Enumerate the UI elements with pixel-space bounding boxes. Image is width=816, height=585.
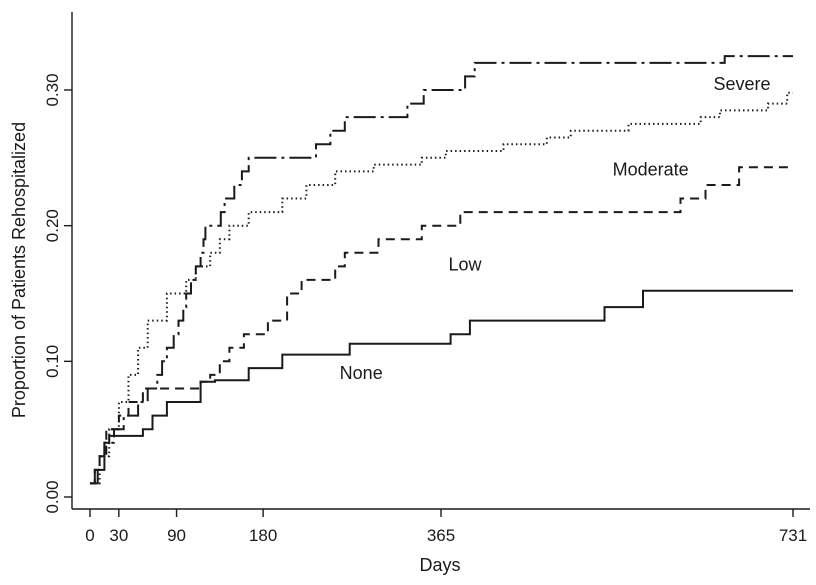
y-tick-label: 0.20 — [43, 209, 62, 242]
y-tick-label: 0.00 — [43, 480, 62, 513]
series-label-severe: Severe — [714, 74, 771, 94]
y-tick-label: 0.30 — [43, 73, 62, 106]
x-ticks: 0 30 90 180 365 731 — [85, 509, 807, 545]
series-labels: Severe Moderate Low None — [340, 74, 771, 383]
y-axis-title: Proportion of Patients Rehospitalized — [9, 122, 29, 418]
x-tick-label: 90 — [167, 526, 186, 545]
series-label-none: None — [340, 363, 383, 383]
series-label-moderate: Moderate — [613, 159, 689, 179]
series-line-low — [90, 166, 793, 485]
x-tick-label: 180 — [249, 526, 277, 545]
y-ticks: 0.00 0.10 0.20 0.30 — [43, 73, 72, 514]
x-axis-title: Days — [419, 555, 460, 575]
series-label-low: Low — [449, 254, 483, 274]
y-tick-label: 0.10 — [43, 345, 62, 378]
x-tick-label: 365 — [427, 526, 455, 545]
axes — [71, 12, 810, 510]
series-line-moderate — [90, 91, 793, 485]
series-line-severe — [90, 55, 793, 485]
series-line-none — [90, 289, 793, 485]
x-tick-label: 30 — [109, 526, 128, 545]
x-tick-label: 731 — [779, 526, 807, 545]
series-group — [90, 55, 793, 485]
x-tick-label: 0 — [85, 526, 94, 545]
